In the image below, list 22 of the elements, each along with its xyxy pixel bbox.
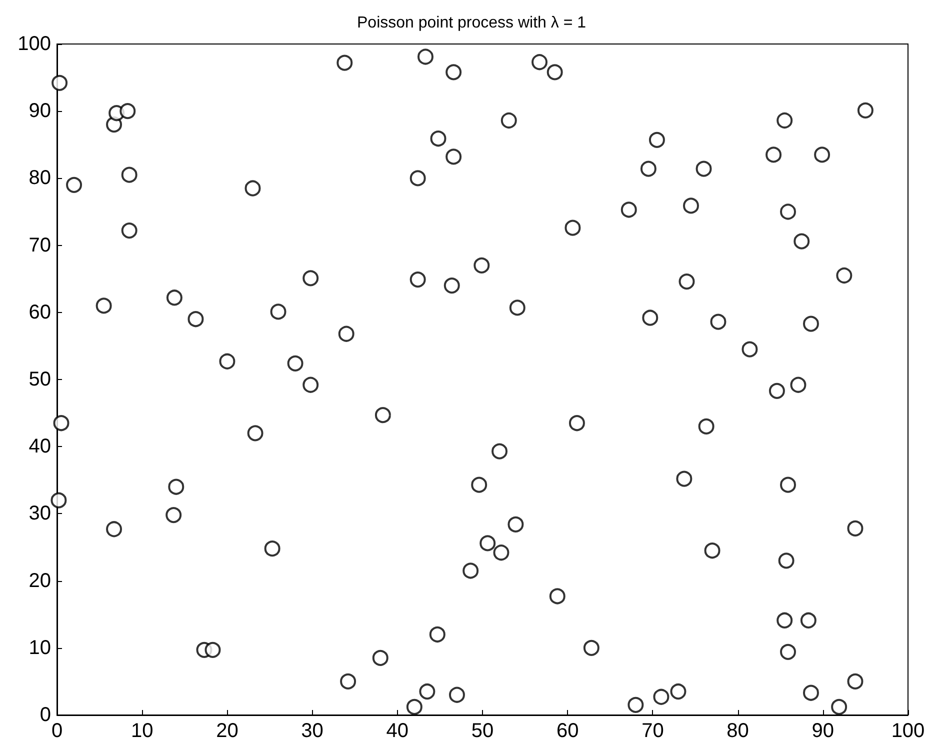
x-tick-label: 80 xyxy=(726,720,749,742)
y-tick-label: 100 xyxy=(18,33,51,55)
y-tick-label: 70 xyxy=(28,234,51,256)
y-tick-label: 20 xyxy=(28,570,51,592)
y-tick-label: 80 xyxy=(28,167,51,190)
chart-title: Poisson point process with λ = 1 xyxy=(356,14,586,32)
y-tick-label: 10 xyxy=(28,636,51,659)
x-tick-label: 70 xyxy=(642,720,664,742)
x-tick-label: 10 xyxy=(130,720,154,742)
y-tick-label: 90 xyxy=(28,100,51,122)
x-tick-label: 90 xyxy=(812,720,834,742)
x-tick-label: 50 xyxy=(471,720,494,742)
x-tick-label: 30 xyxy=(301,720,324,742)
y-tick-label: 0 xyxy=(40,704,51,726)
y-tick-label: 60 xyxy=(28,301,51,324)
x-tick-label: 40 xyxy=(386,720,409,742)
y-tick-label: 50 xyxy=(28,368,51,390)
x-tick-label: 60 xyxy=(556,720,579,742)
x-tick-label: 20 xyxy=(216,720,238,742)
x-tick-label: 100 xyxy=(891,720,925,742)
y-tick-label: 30 xyxy=(28,502,51,525)
y-tick-label: 40 xyxy=(28,436,51,458)
